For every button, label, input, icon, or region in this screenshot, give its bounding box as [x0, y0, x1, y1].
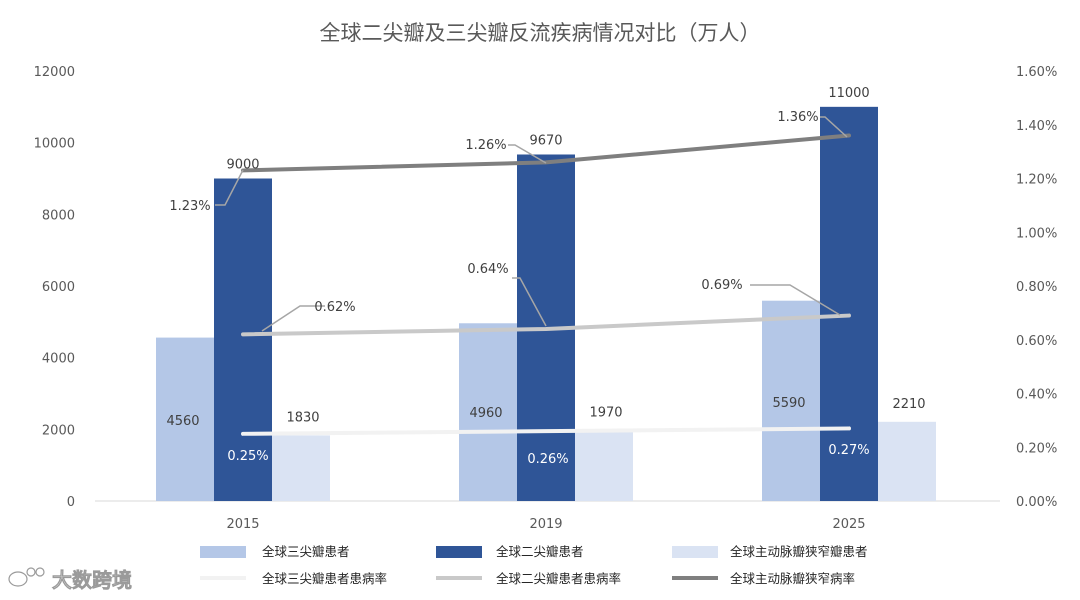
line-value-label: 1.23%: [169, 199, 210, 214]
y-right-tick-label: 1.40%: [1016, 119, 1057, 134]
y-left-tick-label: 10000: [34, 137, 75, 152]
chart-title: 全球二尖瓣及三尖瓣反流疾病情况对比（万人）: [320, 21, 761, 45]
x-tick-label: 2015: [226, 517, 259, 532]
bar-value-label: 1970: [589, 405, 622, 420]
leader-line: [750, 284, 841, 316]
bar-value-label: 9670: [529, 133, 562, 148]
legend-label: 全球主动脉瓣狭窄病率: [730, 571, 855, 586]
leader-line: [512, 277, 547, 327]
leader-line: [261, 305, 325, 332]
y-left-tick-label: 4000: [42, 352, 75, 367]
y-left-tick-label: 6000: [42, 280, 75, 295]
bar: [878, 421, 936, 501]
watermark-text: 大数跨境: [52, 568, 132, 592]
bar: [459, 323, 517, 501]
y-left-tick-label: 8000: [42, 208, 75, 223]
y-right-tick-label: 1.60%: [1016, 65, 1057, 80]
series-line: [241, 313, 851, 337]
y-left-tick-label: 2000: [42, 423, 75, 438]
legend-swatch: [200, 546, 246, 558]
weibo-logo-icon: [8, 567, 45, 587]
line-value-label: 0.64%: [467, 262, 508, 277]
legend-label: 全球三尖瓣患者: [262, 544, 350, 559]
y-right-tick-label: 0.40%: [1016, 388, 1057, 403]
bar-value-label: 5590: [772, 396, 805, 411]
bar-value-label: 4560: [166, 414, 199, 429]
y-right-tick-label: 1.00%: [1016, 226, 1057, 241]
leader-line: [508, 144, 547, 164]
y-right-tick-label: 1.20%: [1016, 173, 1057, 188]
bar-value-label: 1830: [286, 410, 319, 425]
line-value-label: 1.26%: [465, 138, 506, 153]
line-value-label: 0.69%: [701, 278, 742, 293]
bar: [272, 435, 330, 501]
legend-label: 全球主动脉瓣狭窄瓣患者: [730, 544, 868, 559]
bar-value-label: 4960: [469, 406, 502, 421]
data-labels: 4560 4960 5590 9000 9670 11000 1830 1970 2210 0.2…: [166, 86, 925, 467]
x-tick-label: 2025: [832, 517, 865, 532]
line-value-label: 0.26%: [527, 452, 568, 467]
y-right-tick-label: 0.60%: [1016, 334, 1057, 349]
y-left-tick-label: 12000: [34, 65, 75, 80]
line-value-label: 0.25%: [227, 449, 268, 464]
axes: 0 2000 4000 6000 8000 10000 12000 0.00% 0.20% 0.4…: [34, 65, 1058, 532]
bar: [762, 300, 820, 501]
bars: [156, 106, 936, 501]
y-right-tick-label: 0.00%: [1016, 495, 1057, 510]
line-value-label: 1.36%: [777, 110, 818, 125]
legend-swatch: [436, 546, 482, 558]
series-line: [241, 426, 851, 436]
watermark: 大数跨境: [8, 567, 132, 592]
bar: [820, 106, 878, 501]
line-value-label: 0.27%: [828, 443, 869, 458]
y-right-tick-label: 0.20%: [1016, 441, 1057, 456]
leader-line: [820, 116, 848, 138]
bar: [156, 337, 214, 501]
y-right-tick-label: 0.80%: [1016, 280, 1057, 295]
bar: [575, 430, 633, 501]
bar-value-label: 11000: [828, 86, 869, 101]
bar-value-label: 9000: [226, 158, 259, 173]
legend-label: 全球二尖瓣患者患病率: [496, 571, 621, 586]
legend-swatch: [672, 546, 718, 558]
leader-line: [215, 169, 244, 206]
y-left-tick-label: 0: [67, 495, 75, 510]
bar-value-label: 2210: [892, 397, 925, 412]
x-tick-label: 2019: [529, 517, 562, 532]
legend-label: 全球二尖瓣患者: [496, 544, 584, 559]
legend-label: 全球三尖瓣患者患病率: [262, 571, 387, 586]
line-value-label: 0.62%: [314, 300, 355, 315]
bar: [214, 178, 272, 501]
